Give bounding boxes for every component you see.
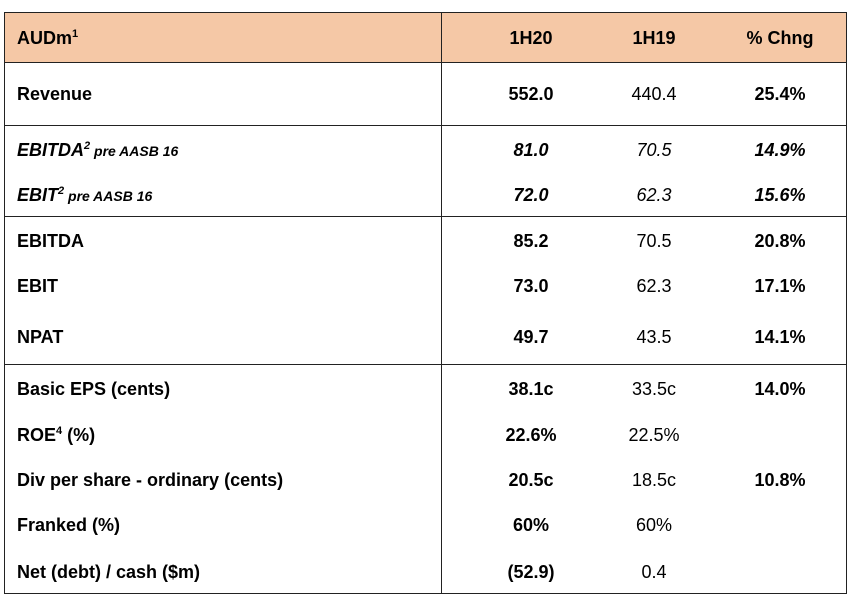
value-1h20: 81.0 [513, 140, 549, 160]
row-label: EBIT2 pre AASB 16 [17, 185, 153, 205]
value-1h19: 70.5 [636, 140, 672, 160]
value-pct-change: 10.8% [754, 470, 806, 490]
row-label: EBITDA [17, 231, 84, 251]
header-1h19: 1H19 [632, 28, 676, 48]
value-1h19: 22.5% [628, 425, 680, 445]
value-1h19: 43.5 [636, 327, 672, 347]
value-pct-change: 14.0% [754, 379, 806, 399]
header-pct-change: % Chng [746, 28, 814, 48]
row-divider [5, 216, 846, 217]
value-1h19: 62.3 [636, 276, 672, 296]
row-label: Net (debt) / cash ($m) [17, 562, 201, 582]
results-table: AUDm1 1H20 1H19 % Chng Revenue 552.0 440… [4, 12, 847, 594]
value-1h20: 552.0 [508, 84, 554, 104]
row-label: EBIT [17, 276, 59, 296]
value-1h19: 60% [635, 515, 673, 535]
value-pct-change: 14.9% [754, 140, 806, 160]
value-1h19: 18.5c [631, 470, 677, 490]
value-pct-change: 17.1% [754, 276, 806, 296]
row-label: Revenue [17, 84, 93, 104]
row-label: ROE4 (%) [17, 425, 96, 445]
value-1h20: 20.5c [508, 470, 554, 490]
value-pct-change: 20.8% [754, 231, 806, 251]
row-label: Div per share - ordinary (cents) [17, 470, 284, 490]
column-divider [441, 13, 442, 593]
value-1h20: (52.9) [507, 562, 555, 582]
value-pct-change: 25.4% [754, 84, 806, 104]
value-1h19: 62.3 [636, 185, 672, 205]
value-1h19: 440.4 [631, 84, 677, 104]
value-1h20: 85.2 [513, 231, 549, 251]
value-1h20: 72.0 [513, 185, 549, 205]
table-header [5, 13, 846, 63]
value-pct-change: 14.1% [754, 327, 806, 347]
header-1h20: 1H20 [509, 28, 553, 48]
row-divider [5, 364, 846, 365]
value-pct-change: 15.6% [754, 185, 806, 205]
value-1h19: 70.5 [636, 231, 672, 251]
value-1h19: 33.5c [631, 379, 677, 399]
value-1h20: 49.7 [513, 327, 549, 347]
row-label: NPAT [17, 327, 64, 347]
header-label: AUDm1 [17, 28, 79, 48]
row-label: Basic EPS (cents) [17, 379, 171, 399]
row-label: Franked (%) [17, 515, 121, 535]
value-1h20: 60% [512, 515, 550, 535]
value-1h19: 0.4 [641, 562, 667, 582]
value-1h20: 73.0 [513, 276, 549, 296]
row-divider [5, 125, 846, 126]
value-1h20: 22.6% [505, 425, 557, 445]
value-1h20: 38.1c [508, 379, 554, 399]
row-label: EBITDA2 pre AASB 16 [17, 140, 179, 160]
